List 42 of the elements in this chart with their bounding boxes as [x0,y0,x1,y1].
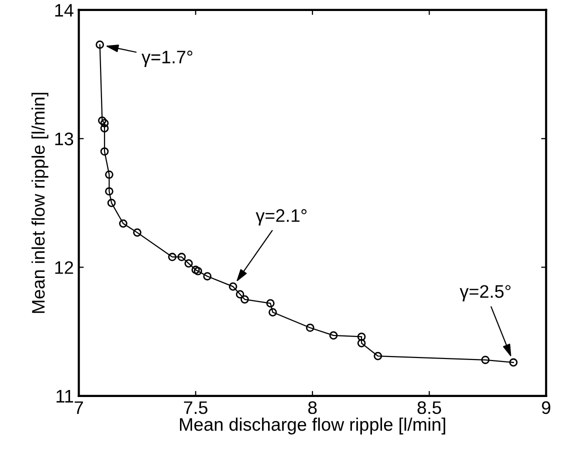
point [357,339,366,348]
point [357,332,366,341]
point [228,282,238,291]
point [105,187,114,196]
point [98,116,106,125]
point [96,40,104,49]
annotation: γ=2.1° [256,209,306,226]
point [100,119,109,128]
point [203,272,212,280]
point [306,324,314,332]
point [107,198,116,208]
point [184,259,193,268]
x-axis-title: Mean discharge flow ripple [l/min] [180,418,446,434]
y-tick-label: 14 [55,4,74,17]
y-tick-label: 12 [55,261,74,274]
point [177,252,186,262]
point [119,219,128,228]
point [236,290,244,298]
point [329,331,338,340]
point [194,266,202,276]
point [374,352,382,360]
x-tick-label: 8 [308,401,317,414]
point [268,308,277,316]
point [168,252,176,262]
point [266,299,275,308]
annotation: γ=2.5° [460,285,510,302]
annotation: γ=1.7° [142,50,192,67]
point [133,228,142,237]
x-tick-label: 8.5 [418,401,442,414]
point [100,124,109,132]
point [509,358,518,367]
y-axis-title: Mean inlet flow ripple [l/min] [31,92,48,313]
point [100,147,109,156]
point [105,170,114,179]
point [240,295,249,304]
y-tick-label: 13 [55,132,74,146]
x-tick-label: 7.5 [184,401,208,414]
point [481,356,490,364]
x-tick-label: 7 [74,401,83,414]
y-tick-label: 11 [56,390,74,402]
point [191,266,200,274]
x-tick-label: 9 [542,401,550,414]
